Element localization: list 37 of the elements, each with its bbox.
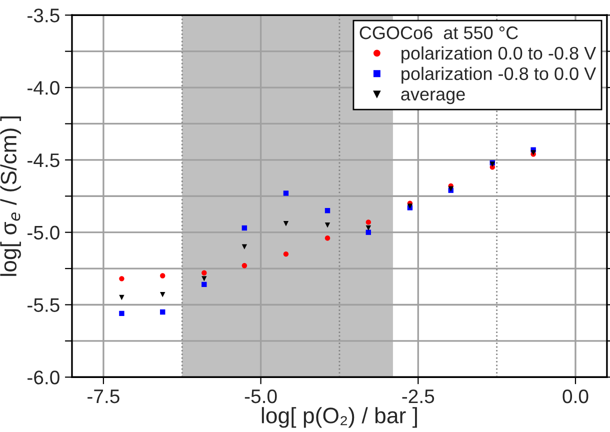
y-tick-label: -4.5 — [28, 154, 60, 168]
point — [160, 292, 166, 298]
point — [283, 221, 289, 226]
point — [202, 276, 207, 282]
point — [283, 190, 289, 196]
point — [119, 276, 124, 282]
y-tick-label: -4.0 — [28, 80, 60, 95]
x-axis-title: log[ p(O₂) / bar ] — [262, 407, 417, 428]
point — [242, 263, 248, 268]
x-tick-label: 0.0 — [562, 389, 588, 404]
point — [160, 309, 166, 315]
point — [160, 273, 166, 278]
point — [283, 251, 289, 257]
point — [202, 270, 207, 276]
y-tick-label: -3.5 — [28, 8, 60, 22]
legend-label: polarization 0.0 to -0.8 V — [402, 46, 596, 64]
point — [324, 222, 330, 228]
y-tick-label: -5.0 — [28, 226, 60, 240]
legend-label: average — [401, 90, 465, 104]
point — [242, 244, 248, 250]
point — [202, 282, 207, 288]
y-tick-label: -5.5 — [28, 298, 60, 312]
x-tick-label: -5.0 — [244, 389, 277, 404]
x-tick-label: -2.5 — [402, 389, 434, 404]
point — [324, 208, 330, 214]
legend-label: polarization -0.8 to 0.0 V — [402, 66, 596, 84]
point — [366, 220, 372, 225]
point — [119, 294, 124, 300]
y-tick-label: -6.0 — [28, 370, 60, 384]
point — [119, 310, 124, 316]
legend-title: CGOCo6 at 550 °C — [360, 26, 518, 40]
point — [366, 225, 372, 231]
y-axis-title: log[ σ$_{e}$ / (S/cm) ] — [0, 116, 21, 276]
point — [324, 236, 330, 241]
point — [366, 230, 372, 235]
x-tick-label: -7.5 — [88, 390, 120, 404]
point — [242, 225, 248, 231]
